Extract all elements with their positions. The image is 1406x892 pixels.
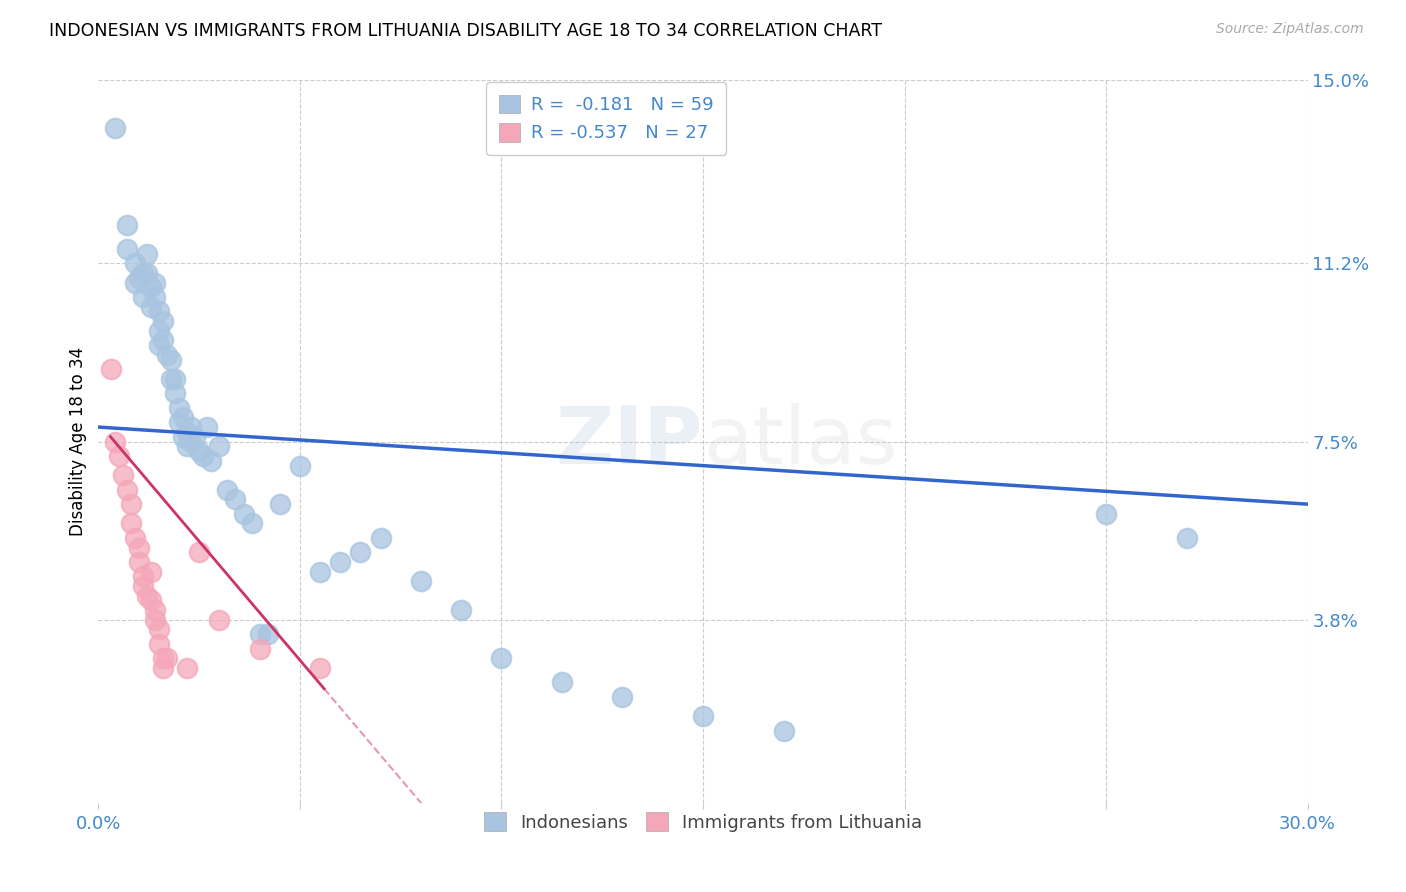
Point (152, 661, 174, 675)
Point (148, 338, 170, 352)
Point (124, 276, 146, 290)
Point (249, 627, 271, 641)
Point (103, 121, 125, 136)
Point (217, 483, 239, 497)
Point (139, 565, 162, 579)
Point (124, 256, 146, 270)
Point (329, 555, 352, 569)
Point (208, 613, 231, 627)
Point (269, 497, 291, 511)
Point (143, 603, 166, 617)
Point (152, 334, 174, 348)
Point (491, 651, 513, 665)
Point (139, 280, 162, 294)
Point (143, 290, 166, 304)
Point (148, 324, 170, 338)
Point (184, 430, 207, 444)
Point (208, 439, 231, 453)
Point (160, 372, 183, 386)
Point (309, 661, 332, 675)
Point (176, 425, 198, 439)
Text: Source: ZipAtlas.com: Source: ZipAtlas.com (1216, 22, 1364, 37)
Point (1175, 531, 1198, 545)
Point (224, 492, 246, 507)
Point (309, 565, 332, 579)
Point (132, 569, 155, 583)
Point (115, 218, 138, 232)
Legend: Indonesians, Immigrants from Lithuania: Indonesians, Immigrants from Lithuania (475, 804, 931, 841)
Point (370, 531, 392, 545)
Point (232, 507, 254, 521)
Point (180, 434, 202, 449)
Point (288, 458, 311, 473)
Point (120, 497, 142, 511)
Point (128, 541, 150, 555)
Point (156, 651, 179, 665)
Text: INDONESIAN VS IMMIGRANTS FROM LITHUANIA DISABILITY AGE 18 TO 34 CORRELATION CHAR: INDONESIAN VS IMMIGRANTS FROM LITHUANIA … (49, 22, 882, 40)
Point (132, 579, 155, 593)
Point (240, 516, 263, 531)
Point (167, 401, 190, 415)
Point (172, 410, 194, 425)
Point (135, 589, 157, 603)
Point (115, 483, 138, 497)
Point (107, 449, 129, 463)
Point (128, 555, 150, 569)
Point (156, 348, 179, 362)
Point (612, 690, 634, 704)
Point (152, 651, 174, 665)
Point (176, 439, 198, 453)
Point (100, 362, 122, 376)
Point (163, 372, 186, 386)
Point (692, 709, 714, 723)
Point (176, 661, 198, 675)
Point (450, 603, 472, 617)
Text: ZIP: ZIP (555, 402, 703, 481)
Point (124, 531, 146, 545)
Point (135, 266, 157, 280)
Point (551, 675, 574, 690)
Point (139, 593, 162, 607)
Point (188, 545, 211, 559)
Point (180, 420, 202, 434)
Point (163, 386, 186, 401)
Point (103, 434, 125, 449)
Point (148, 637, 170, 651)
Point (167, 415, 190, 429)
Point (148, 623, 170, 637)
Point (148, 304, 170, 318)
Point (135, 246, 157, 260)
Point (772, 723, 794, 738)
Point (120, 516, 142, 531)
Point (139, 300, 162, 314)
Y-axis label: Disability Age 18 to 34: Disability Age 18 to 34 (69, 347, 87, 536)
Point (132, 266, 155, 280)
Point (249, 641, 271, 656)
Point (172, 430, 194, 444)
Point (1095, 507, 1118, 521)
Point (188, 444, 211, 458)
Point (256, 627, 278, 641)
Point (132, 290, 155, 304)
Point (200, 454, 222, 468)
Point (349, 545, 371, 559)
Point (152, 314, 174, 328)
Text: atlas: atlas (703, 402, 897, 481)
Point (409, 574, 432, 589)
Point (143, 613, 166, 627)
Point (143, 276, 166, 290)
Point (160, 352, 183, 367)
Point (195, 420, 218, 434)
Point (128, 270, 150, 285)
Point (115, 242, 138, 256)
Point (193, 449, 215, 463)
Point (111, 468, 134, 483)
